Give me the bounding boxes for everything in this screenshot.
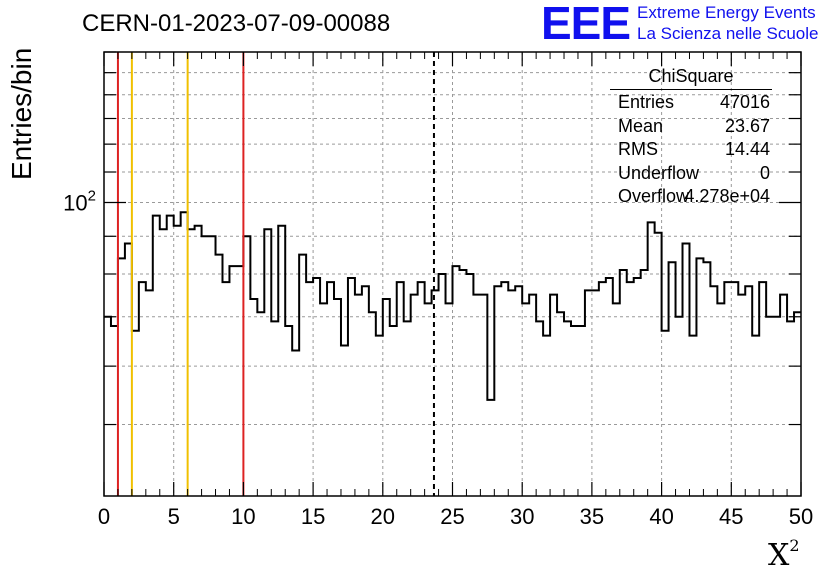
histogram-line — [104, 211, 801, 401]
x-tick-label: 50 — [789, 504, 813, 529]
stats-title: ChiSquare — [610, 66, 772, 90]
stats-box: ChiSquare Entries 47016 Mean 23.67 RMS 1… — [610, 66, 780, 210]
stats-value: 0 — [759, 162, 770, 183]
x-tick-label: 40 — [649, 504, 673, 529]
x-tick-label: 25 — [440, 504, 464, 529]
x-axis-label: X2 — [768, 536, 800, 573]
stats-value: 23.67 — [724, 115, 770, 136]
x-axis-label-exponent: 2 — [789, 536, 800, 555]
y-tick-label-base: 10 — [63, 191, 87, 216]
stats-row-mean: Mean 23.67 — [610, 116, 780, 140]
stats-row-underflow: Underflow 0 — [610, 163, 780, 187]
stats-row-rms: RMS 14.44 — [610, 139, 780, 163]
x-tick-label: 5 — [168, 504, 180, 529]
x-tick-label: 20 — [371, 504, 395, 529]
x-tick-label: 45 — [719, 504, 743, 529]
stats-key: Overflow — [618, 186, 690, 206]
x-axis-label-base: X — [768, 538, 790, 573]
x-tick-label: 30 — [510, 504, 534, 529]
stats-key: RMS — [618, 139, 658, 159]
stats-value: 14.44 — [724, 139, 770, 159]
stats-key: Entries — [618, 92, 675, 112]
x-tick-label: 35 — [580, 504, 604, 529]
y-tick-label: 102 — [63, 188, 96, 216]
x-tick-label: 0 — [98, 504, 110, 529]
stats-row-entries: Entries 47016 — [610, 92, 780, 116]
x-tick-label: 15 — [301, 504, 325, 529]
stats-key: Underflow — [618, 162, 700, 183]
x-tick-label: 10 — [231, 504, 255, 529]
stats-value: 4.278e+04 — [684, 186, 770, 206]
y-axis-label: Entries/bin — [6, 47, 37, 180]
stats-key: Mean — [618, 115, 664, 136]
logo-caption-line2: La Scienza nelle Scuole — [637, 24, 819, 43]
histogram-series — [104, 211, 801, 401]
stats-value: 47016 — [719, 92, 770, 112]
stats-row-overflow: Overflow 4.278e+04 — [610, 186, 780, 210]
run-title: CERN-01-2023-07-09-00088 — [82, 10, 391, 37]
y-tick-label-exponent: 2 — [88, 188, 96, 205]
logo-caption: Extreme Energy Events La Scienza nelle S… — [637, 2, 818, 44]
eee-logo: EEE — [541, 0, 631, 49]
logo-caption-line1: Extreme Energy Events — [637, 3, 816, 22]
reference-lines — [116, 52, 435, 496]
